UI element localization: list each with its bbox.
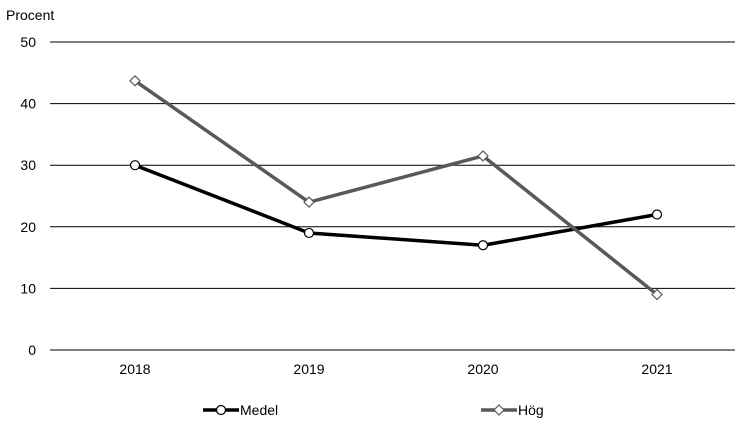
x-tick-label: 2018 [119,361,150,377]
legend-marker-h-g [493,404,505,416]
y-tick-labels: 0 10 20 30 40 50 [20,34,36,358]
x-tick-labels: 2018 2019 2020 2021 [119,361,672,377]
x-tick-label: 2019 [293,361,324,377]
data-point-medel [129,160,141,171]
data-point-medel [651,209,663,220]
x-tick-label: 2020 [467,361,498,377]
data-point-h-g [477,150,489,162]
legend-label-h-g: Hög [518,402,544,418]
y-tick-label: 50 [20,34,36,50]
gridlines [50,41,735,351]
y-tick-label: 20 [20,219,36,235]
y-tick-label: 40 [20,96,36,112]
series-line-medel [134,163,658,248]
data-point-medel [477,240,489,251]
y-axis-label: Procent [6,7,54,23]
y-tick-label: 0 [28,342,36,358]
y-tick-label: 30 [20,157,36,173]
series-lines [129,74,663,301]
y-tick-label: 10 [20,280,36,296]
data-point-h-g [651,288,663,301]
series-line-h-g [133,79,659,296]
legend-label-medel: Medel [240,402,278,418]
legend: Medel Hög [203,402,544,418]
legend-marker-medel [215,404,227,416]
x-tick-label: 2021 [641,361,672,377]
data-point-h-g [129,74,141,87]
data-point-h-g [303,196,315,209]
data-point-medel [303,227,315,239]
